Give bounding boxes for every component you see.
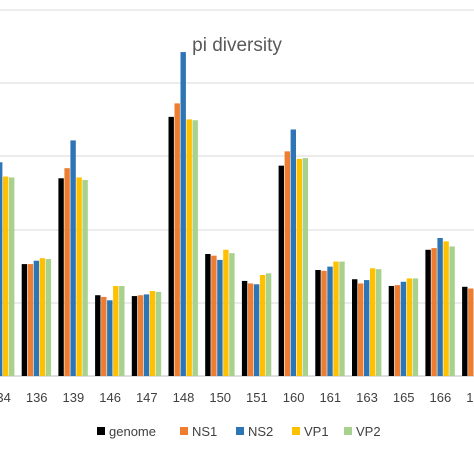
legend-label-NS2: NS2	[248, 424, 273, 439]
legend-label-NS1: NS1	[192, 424, 217, 439]
bar-NS2-136	[33, 260, 40, 376]
x-tick-label: 151	[246, 390, 268, 405]
bar-VP1-160	[296, 158, 302, 376]
legend-swatch-VP2	[344, 427, 352, 435]
bar-NS2-151	[253, 284, 260, 376]
bar-genome-166	[425, 249, 431, 376]
bar-VP1-139	[76, 177, 82, 376]
bar-VP2-136	[45, 259, 52, 376]
bar-VP2-134	[9, 177, 15, 376]
x-tick-label: 148	[173, 390, 195, 405]
x-tick-label: 136	[26, 390, 48, 405]
bar-NS1-146	[101, 296, 107, 376]
bar-genome-147	[131, 296, 138, 376]
bar-VP2-150	[229, 253, 235, 376]
bar-VP1-134	[3, 176, 9, 376]
bar-NS1-160	[284, 151, 290, 376]
bar-genome-160	[278, 165, 284, 376]
bar-VP1-148	[186, 119, 192, 376]
bar-NS1-151	[247, 283, 254, 376]
x-tick-label: 161	[319, 390, 341, 405]
x-tick-label: 160	[283, 390, 305, 405]
bar-NS2-161	[327, 266, 333, 376]
bar-NS2-166	[437, 238, 443, 376]
bar-VP1-165	[406, 278, 413, 376]
bar-genome-146	[95, 295, 101, 376]
bar-NS1-139	[64, 168, 70, 376]
bar-VP1-151	[259, 275, 266, 376]
bar-NS1-147	[137, 295, 144, 376]
bar-genome-150	[205, 254, 211, 376]
bar-VP2-163	[376, 269, 382, 376]
bar-genome-139	[58, 178, 64, 376]
x-tick-label: 163	[356, 390, 378, 405]
bar-NS1-150	[211, 255, 217, 376]
bar-NS2-148	[180, 52, 186, 376]
bar-genome-151	[241, 280, 248, 376]
bar-NS2-165	[400, 281, 407, 376]
bar-NS1-166	[431, 248, 437, 376]
bar-NS2-134	[0, 162, 3, 376]
x-tick-label: 139	[63, 390, 85, 405]
bar-VP2-160	[302, 158, 308, 376]
legend-swatch-NS1	[180, 427, 188, 435]
bar-NS1-163	[358, 283, 364, 376]
bar-genome-165	[388, 285, 395, 376]
bar-VP1-150	[223, 249, 229, 376]
bar-VP1-163	[370, 268, 376, 376]
bar-VP2-146	[119, 285, 125, 376]
bar-VP2-166	[449, 246, 455, 376]
bar-VP2-161	[339, 261, 345, 376]
bar-NS2-150	[217, 259, 223, 376]
x-tick-label: 150	[209, 390, 231, 405]
bar-NS2-160	[290, 129, 296, 376]
bar-NS2-163	[364, 280, 370, 376]
bar-NS2-139	[70, 140, 76, 376]
bar-VP1-161	[333, 261, 339, 376]
bar-VP1-136	[39, 258, 46, 376]
legend: genome NS1 NS2 VP1 VP2	[97, 424, 381, 439]
bar-NS1-165	[394, 285, 401, 376]
bar-genome-194	[462, 286, 468, 376]
x-tick-labels: 134 136 139 146 147 148 150 151 160 161 163 165 166 1…	[0, 390, 474, 405]
x-tick-label: 146	[99, 390, 121, 405]
bar-VP1-147	[149, 291, 156, 376]
bar-VP2-165	[412, 278, 419, 376]
x-tick-label: 166	[430, 390, 452, 405]
bar-NS2-147	[143, 294, 150, 376]
bar-NS1-161	[321, 270, 327, 376]
x-tick-label: 165	[393, 390, 415, 405]
legend-swatch-VP1	[292, 427, 300, 435]
x-tick-label: 194	[466, 390, 474, 405]
legend-label-VP1: VP1	[304, 424, 329, 439]
legend-swatch-NS2	[236, 427, 244, 435]
bar-genome-161	[315, 269, 321, 376]
legend-swatch-genome	[97, 427, 105, 435]
legend-label-VP2: VP2	[356, 424, 381, 439]
x-tick-label: 134	[0, 390, 11, 405]
bars	[0, 52, 474, 377]
bar-VP2-139	[82, 179, 88, 376]
bar-NS1-194	[468, 288, 474, 376]
bar-VP1-146	[113, 285, 119, 376]
legend-label-genome: genome	[109, 424, 156, 439]
bar-genome-136	[21, 264, 28, 376]
bar-VP1-166	[443, 241, 449, 376]
chart-title: pi diversity	[192, 35, 282, 56]
bar-VP2-148	[192, 120, 198, 376]
bar-NS1-136	[27, 264, 34, 376]
bar-genome-148	[168, 116, 174, 377]
bar-NS2-146	[107, 300, 113, 376]
bar-genome-163	[352, 279, 358, 376]
bar-NS1-148	[174, 103, 180, 376]
bar-VP2-147	[155, 291, 162, 376]
x-tick-label: 147	[136, 390, 158, 405]
bar-VP2-151	[265, 273, 272, 376]
